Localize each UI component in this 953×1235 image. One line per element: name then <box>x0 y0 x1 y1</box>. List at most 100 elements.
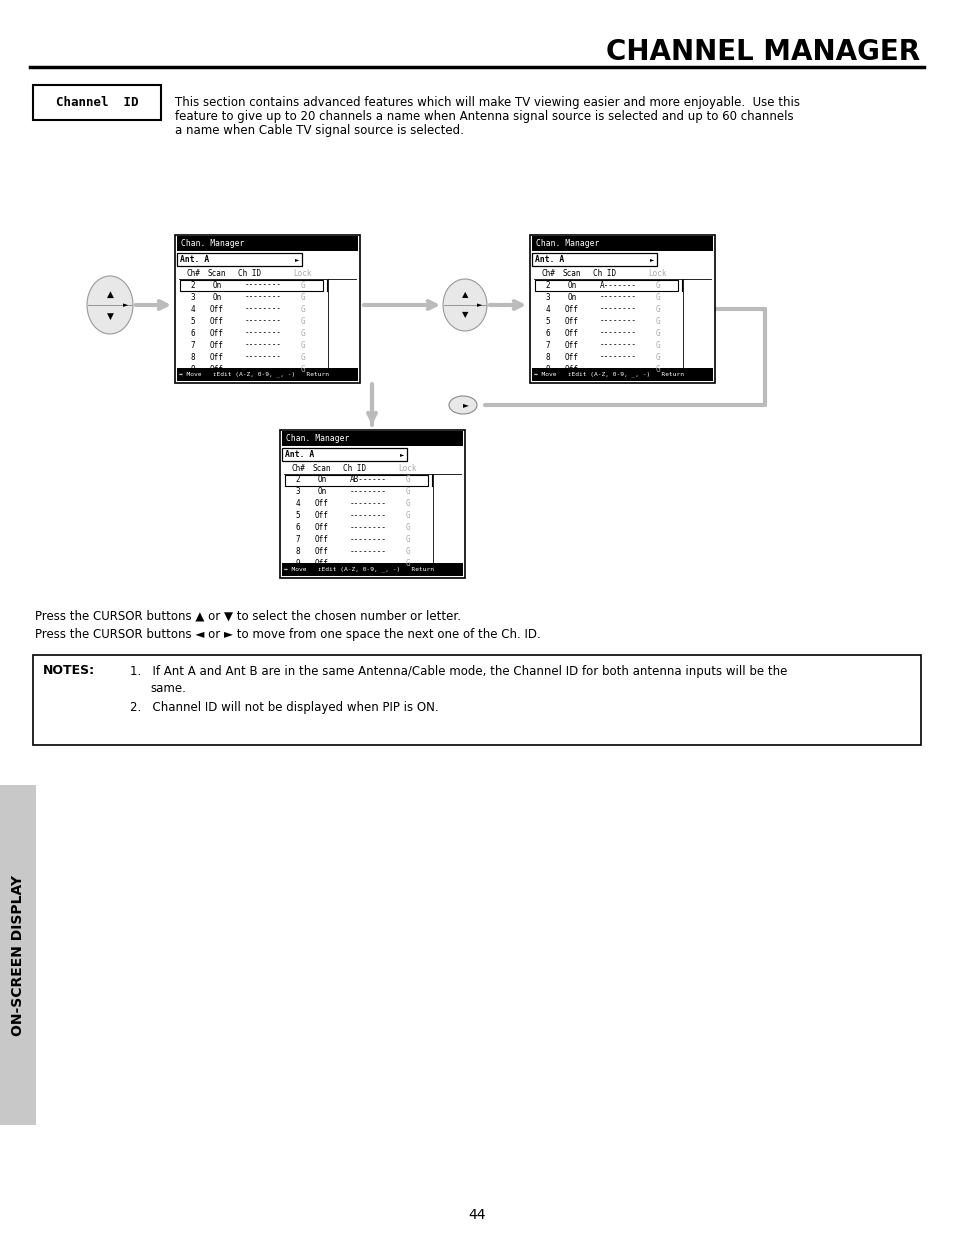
Text: G: G <box>405 536 410 545</box>
Text: 2: 2 <box>545 280 550 289</box>
Text: --------: -------- <box>245 305 282 314</box>
Text: Press the CURSOR buttons ◄ or ► to move from one space the next one of the Ch. I: Press the CURSOR buttons ◄ or ► to move … <box>35 629 540 641</box>
Text: Lock: Lock <box>294 269 312 278</box>
Text: Ch#: Ch# <box>186 269 200 278</box>
Text: G: G <box>300 329 305 337</box>
Text: Off: Off <box>210 305 224 314</box>
Text: Ch ID: Ch ID <box>343 464 366 473</box>
Text: Press the CURSOR buttons ▲ or ▼ to select the chosen number or letter.: Press the CURSOR buttons ▲ or ▼ to selec… <box>35 610 460 622</box>
Text: Off: Off <box>210 364 224 373</box>
Text: Off: Off <box>564 305 578 314</box>
Text: ▼: ▼ <box>461 310 468 320</box>
Text: 3: 3 <box>545 293 550 301</box>
Text: 9: 9 <box>191 364 195 373</box>
Text: ↔ Move   ↕Edit (A-Z, 0-9, _, -)   Return: ↔ Move ↕Edit (A-Z, 0-9, _, -) Return <box>284 567 434 572</box>
Text: On: On <box>213 293 221 301</box>
Text: Ch#: Ch# <box>291 464 305 473</box>
Text: Ant. A: Ant. A <box>285 450 314 459</box>
Text: same.: same. <box>150 682 186 694</box>
Text: G: G <box>655 341 659 350</box>
Text: ►: ► <box>399 452 403 457</box>
Text: Off: Off <box>314 511 329 520</box>
Text: 6: 6 <box>295 524 300 532</box>
Text: --------: -------- <box>245 293 282 301</box>
Ellipse shape <box>442 279 486 331</box>
Text: G: G <box>300 293 305 301</box>
Text: --------: -------- <box>350 499 387 509</box>
Text: 5: 5 <box>191 316 195 326</box>
Text: ►: ► <box>294 257 298 262</box>
Text: G: G <box>300 280 305 289</box>
Text: Ch#: Ch# <box>540 269 555 278</box>
Text: Chan. Manager: Chan. Manager <box>286 433 349 443</box>
Text: Off: Off <box>564 329 578 337</box>
Text: G: G <box>655 305 659 314</box>
Text: G: G <box>655 352 659 362</box>
Text: 4: 4 <box>545 305 550 314</box>
Text: Chan. Manager: Chan. Manager <box>181 240 244 248</box>
Text: feature to give up to 20 channels a name when Antenna signal source is selected : feature to give up to 20 channels a name… <box>174 110 793 124</box>
Text: ↔ Move   ↕Edit (A-Z, 0-9, _, -)   Return: ↔ Move ↕Edit (A-Z, 0-9, _, -) Return <box>534 372 683 378</box>
Text: G: G <box>655 329 659 337</box>
Bar <box>33 655 920 745</box>
Text: a name when Cable TV signal source is selected.: a name when Cable TV signal source is se… <box>174 124 463 137</box>
Text: G: G <box>300 341 305 350</box>
Text: 5: 5 <box>295 511 300 520</box>
Text: This section contains advanced features which will make TV viewing easier and mo: This section contains advanced features … <box>174 96 800 109</box>
Text: Off: Off <box>314 559 329 568</box>
Text: 44: 44 <box>468 1208 485 1221</box>
Text: G: G <box>405 547 410 557</box>
Bar <box>282 448 407 461</box>
Text: 2: 2 <box>295 475 300 484</box>
Text: G: G <box>300 305 305 314</box>
Text: --------: -------- <box>245 341 282 350</box>
Text: Chan. Manager: Chan. Manager <box>536 240 598 248</box>
Bar <box>280 430 464 578</box>
Text: 6: 6 <box>545 329 550 337</box>
Text: NOTES:: NOTES: <box>43 664 95 678</box>
Text: ►: ► <box>462 400 469 410</box>
Text: 2: 2 <box>191 280 195 289</box>
Text: --------: -------- <box>599 364 637 373</box>
Text: Ant. A: Ant. A <box>180 254 209 264</box>
Text: 7: 7 <box>191 341 195 350</box>
Text: G: G <box>300 316 305 326</box>
Bar <box>532 253 657 266</box>
Text: ►: ► <box>476 303 482 308</box>
Text: G: G <box>655 364 659 373</box>
Text: Off: Off <box>564 316 578 326</box>
Text: ON-SCREEN DISPLAY: ON-SCREEN DISPLAY <box>11 874 25 1035</box>
Text: ▲: ▲ <box>461 290 468 300</box>
Text: Off: Off <box>564 341 578 350</box>
Text: 8: 8 <box>191 352 195 362</box>
Text: Off: Off <box>564 364 578 373</box>
Text: ►: ► <box>123 303 129 308</box>
Text: --------: -------- <box>350 536 387 545</box>
Text: --------: -------- <box>599 305 637 314</box>
Text: --------: -------- <box>350 488 387 496</box>
Text: --------: -------- <box>245 280 282 289</box>
Text: G: G <box>405 524 410 532</box>
Bar <box>180 279 323 290</box>
Text: G: G <box>405 488 410 496</box>
Text: --------: -------- <box>599 341 637 350</box>
Text: 9: 9 <box>545 364 550 373</box>
Text: Ch ID: Ch ID <box>238 269 261 278</box>
Text: --------: -------- <box>599 352 637 362</box>
Text: 1.   If Ant A and Ant B are in the same Antenna/Cable mode, the Channel ID for b: 1. If Ant A and Ant B are in the same An… <box>130 664 786 678</box>
Text: --------: -------- <box>599 329 637 337</box>
Text: 8: 8 <box>295 547 300 557</box>
Text: 3: 3 <box>191 293 195 301</box>
Text: Off: Off <box>314 499 329 509</box>
Bar <box>282 431 462 446</box>
Text: Scan: Scan <box>208 269 226 278</box>
Text: G: G <box>300 352 305 362</box>
Text: --------: -------- <box>245 364 282 373</box>
Text: A-------: A------- <box>599 280 637 289</box>
Text: G: G <box>300 364 305 373</box>
Text: 8: 8 <box>545 352 550 362</box>
Bar <box>177 253 302 266</box>
Text: Lock: Lock <box>398 464 416 473</box>
Text: G: G <box>405 559 410 568</box>
Text: ↔ Move   ↕Edit (A-Z, 0-9, _, -)   Return: ↔ Move ↕Edit (A-Z, 0-9, _, -) Return <box>179 372 329 378</box>
